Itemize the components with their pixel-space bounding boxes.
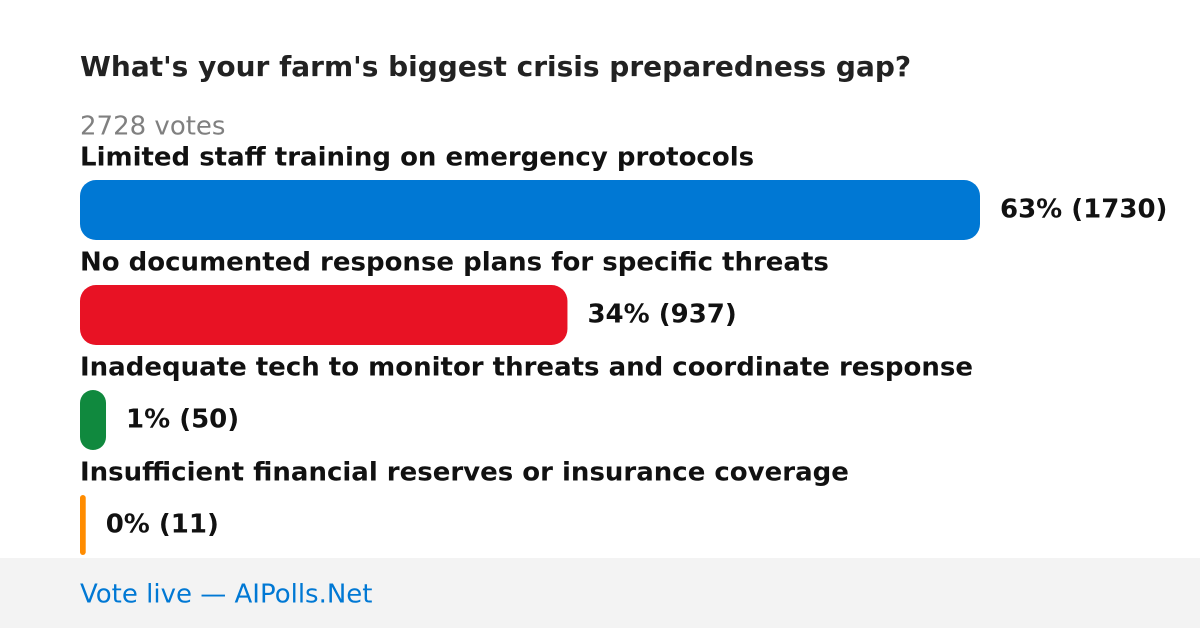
- value-label: 0% (11): [106, 510, 219, 540]
- option-label: Limited staff training on emergency prot…: [80, 143, 754, 173]
- bar: [80, 180, 980, 240]
- bar: [80, 390, 107, 450]
- value-label: 63% (1730): [1000, 195, 1167, 225]
- footer-bar: [0, 558, 1200, 628]
- bar: [80, 285, 568, 345]
- footer-link[interactable]: Vote live — AIPolls.Net: [80, 580, 373, 610]
- option-label: Insufficient financial reserves or insur…: [80, 458, 849, 488]
- option-label: No documented response plans for specifi…: [80, 248, 829, 278]
- value-label: 1% (50): [126, 405, 239, 435]
- vote-count: 2728 votes: [80, 112, 225, 142]
- value-label: 34% (937): [587, 300, 736, 330]
- poll-title: What's your farm's biggest crisis prepar…: [80, 50, 911, 83]
- bar: [80, 495, 86, 555]
- option-label: Inadequate tech to monitor threats and c…: [80, 353, 973, 383]
